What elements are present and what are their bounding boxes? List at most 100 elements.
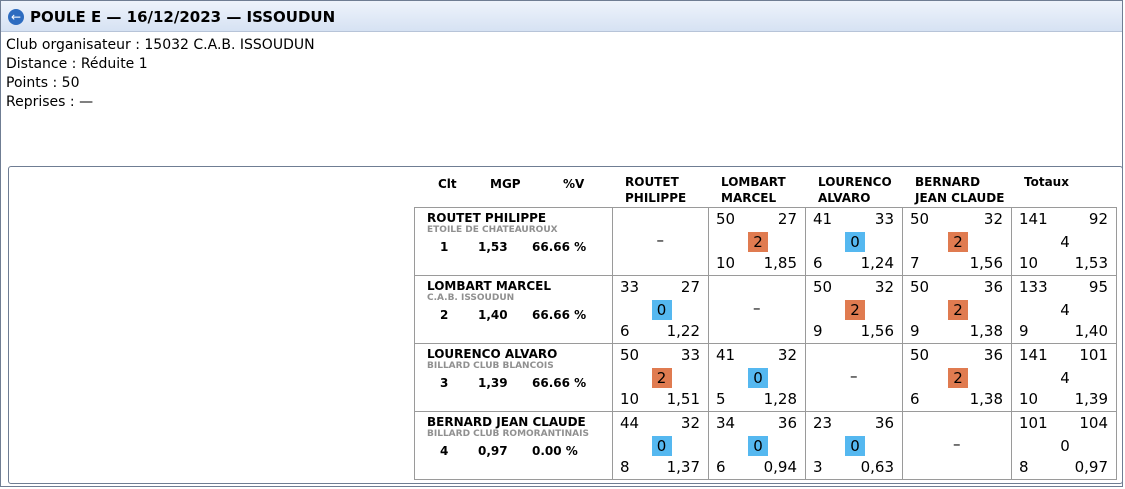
- points-scored: 50: [910, 278, 930, 296]
- points-opponent: 36: [777, 414, 797, 432]
- match-points-badge: 0: [748, 368, 768, 388]
- mgp: 0,97: [478, 444, 508, 458]
- player-row-info: ROUTET PHILIPPE ETOILE DE CHATEAUROUX 1 1,5…: [414, 207, 613, 276]
- points-opponent: 101: [1079, 346, 1108, 364]
- match-points-badge: 2: [845, 300, 865, 320]
- match-points-badge: 2: [948, 368, 968, 388]
- match-cell: 50 36 2 9 1,38: [902, 275, 1012, 344]
- totals-cell: 133 95 4 9 1,40: [1011, 275, 1117, 344]
- points-scored: 23: [813, 414, 833, 432]
- points: Points : 50: [6, 75, 80, 91]
- innings-count: 9: [1019, 322, 1029, 340]
- points-scored: 133: [1019, 278, 1048, 296]
- average: 1,22: [666, 322, 700, 340]
- dash: –: [656, 231, 665, 249]
- points-opponent: 27: [680, 278, 700, 296]
- player-name: LOMBART MARCEL: [427, 279, 551, 293]
- player-club: BILLARD CLUB BLANCOIS: [427, 361, 554, 371]
- points-scored: 101: [1019, 414, 1048, 432]
- classement: 1: [440, 240, 449, 254]
- average: 1,39: [1074, 390, 1108, 408]
- player-club: ETOILE DE CHATEAUROUX: [427, 225, 558, 235]
- player-name: BERNARD JEAN CLAUDE: [427, 415, 586, 429]
- back-arrow-icon[interactable]: ←: [8, 9, 24, 25]
- header-player-col: ROUTET: [625, 175, 679, 189]
- club-organisateur: Club organisateur : 15032 C.A.B. ISSOUDU…: [6, 37, 315, 53]
- match-points-badge: 2: [948, 232, 968, 252]
- match-points-badge: 2: [948, 300, 968, 320]
- dash: –: [953, 435, 961, 453]
- points-opponent: 92: [1088, 210, 1108, 228]
- points-scored: 50: [910, 346, 930, 364]
- points-scored: 41: [716, 346, 736, 364]
- points-opponent: 32: [983, 210, 1003, 228]
- match-cell: 41 32 0 5 1,28: [708, 343, 806, 412]
- innings-count: 9: [813, 322, 823, 340]
- points-opponent: 36: [874, 414, 894, 432]
- points-scored: 50: [813, 278, 833, 296]
- player-name: LOURENCO ALVARO: [427, 347, 558, 361]
- header-player-col: LOMBART: [721, 175, 786, 189]
- header-pct-victoires: %V: [563, 177, 585, 191]
- title-bar: ← POULE E — 16/12/2023 — ISSOUDUN: [1, 1, 1122, 32]
- mgp: 1,39: [478, 376, 508, 390]
- average: 1,85: [763, 254, 797, 272]
- header-player-col: MARCEL: [721, 191, 777, 205]
- match-points-badge: 0: [845, 436, 865, 456]
- match-points-badge: 0: [748, 436, 768, 456]
- average: 1,28: [763, 390, 797, 408]
- match-cell: –: [708, 275, 806, 344]
- innings-count: 10: [716, 254, 736, 272]
- totals-cell: 141 101 4 10 1,39: [1011, 343, 1117, 412]
- player-row-info: LOURENCO ALVARO BILLARD CLUB BLANCOIS 3 1,3…: [414, 343, 613, 412]
- points-opponent: 36: [983, 346, 1003, 364]
- average: 0,63: [860, 458, 894, 476]
- points-scored: 34: [716, 414, 736, 432]
- innings-count: 10: [1019, 254, 1039, 272]
- innings-count: 3: [813, 458, 823, 476]
- innings-count: 9: [910, 322, 920, 340]
- classement: 2: [440, 308, 449, 322]
- dash: –: [753, 299, 761, 317]
- innings-count: 7: [910, 254, 920, 272]
- match-cell: 33 27 0 6 1,22: [612, 275, 709, 344]
- average: 1,38: [969, 390, 1003, 408]
- classement: 4: [440, 444, 449, 458]
- average: 1,38: [969, 322, 1003, 340]
- reprises: Reprises : —: [6, 94, 94, 110]
- points-scored: 50: [910, 210, 930, 228]
- match-cell: 50 32 2 9 1,56: [805, 275, 903, 344]
- innings-count: 5: [716, 390, 726, 408]
- player-club: C.A.B. ISSOUDUN: [427, 293, 515, 303]
- average: 0,97: [1074, 458, 1108, 476]
- average: 1,53: [1074, 254, 1108, 272]
- innings-count: 10: [1019, 390, 1039, 408]
- match-points-badge: 0: [845, 232, 865, 252]
- average: 1,56: [860, 322, 894, 340]
- totals-cell: 101 104 0 8 0,97: [1011, 411, 1117, 480]
- points-opponent: 32: [680, 414, 700, 432]
- innings-count: 6: [910, 390, 920, 408]
- match-points-badge: 0: [1060, 437, 1070, 455]
- average: 1,56: [969, 254, 1003, 272]
- innings-count: 6: [716, 458, 726, 476]
- innings-count: 6: [813, 254, 823, 272]
- points-opponent: 36: [983, 278, 1003, 296]
- average: 1,40: [1074, 322, 1108, 340]
- pct-victoires: 66.66 %: [532, 240, 587, 254]
- match-cell: 44 32 0 8 1,37: [612, 411, 709, 480]
- innings-count: 8: [620, 458, 630, 476]
- points-opponent: 32: [874, 278, 894, 296]
- header-player-col: JEAN CLAUDE: [915, 191, 1005, 205]
- match-cell: –: [612, 207, 709, 276]
- distance: Distance : Réduite 1: [6, 56, 148, 72]
- player-row-info: BERNARD JEAN CLAUDE BILLARD CLUB ROMORANT…: [414, 411, 613, 480]
- mgp: 1,53: [478, 240, 508, 254]
- points-scored: 33: [620, 278, 640, 296]
- match-cell: –: [902, 411, 1012, 480]
- points-scored: 44: [620, 414, 640, 432]
- header-mgp: MGP: [490, 177, 521, 191]
- pct-victoires: 0.00 %: [532, 444, 578, 458]
- points-scored: 141: [1019, 210, 1048, 228]
- header-clt: Clt: [438, 177, 457, 191]
